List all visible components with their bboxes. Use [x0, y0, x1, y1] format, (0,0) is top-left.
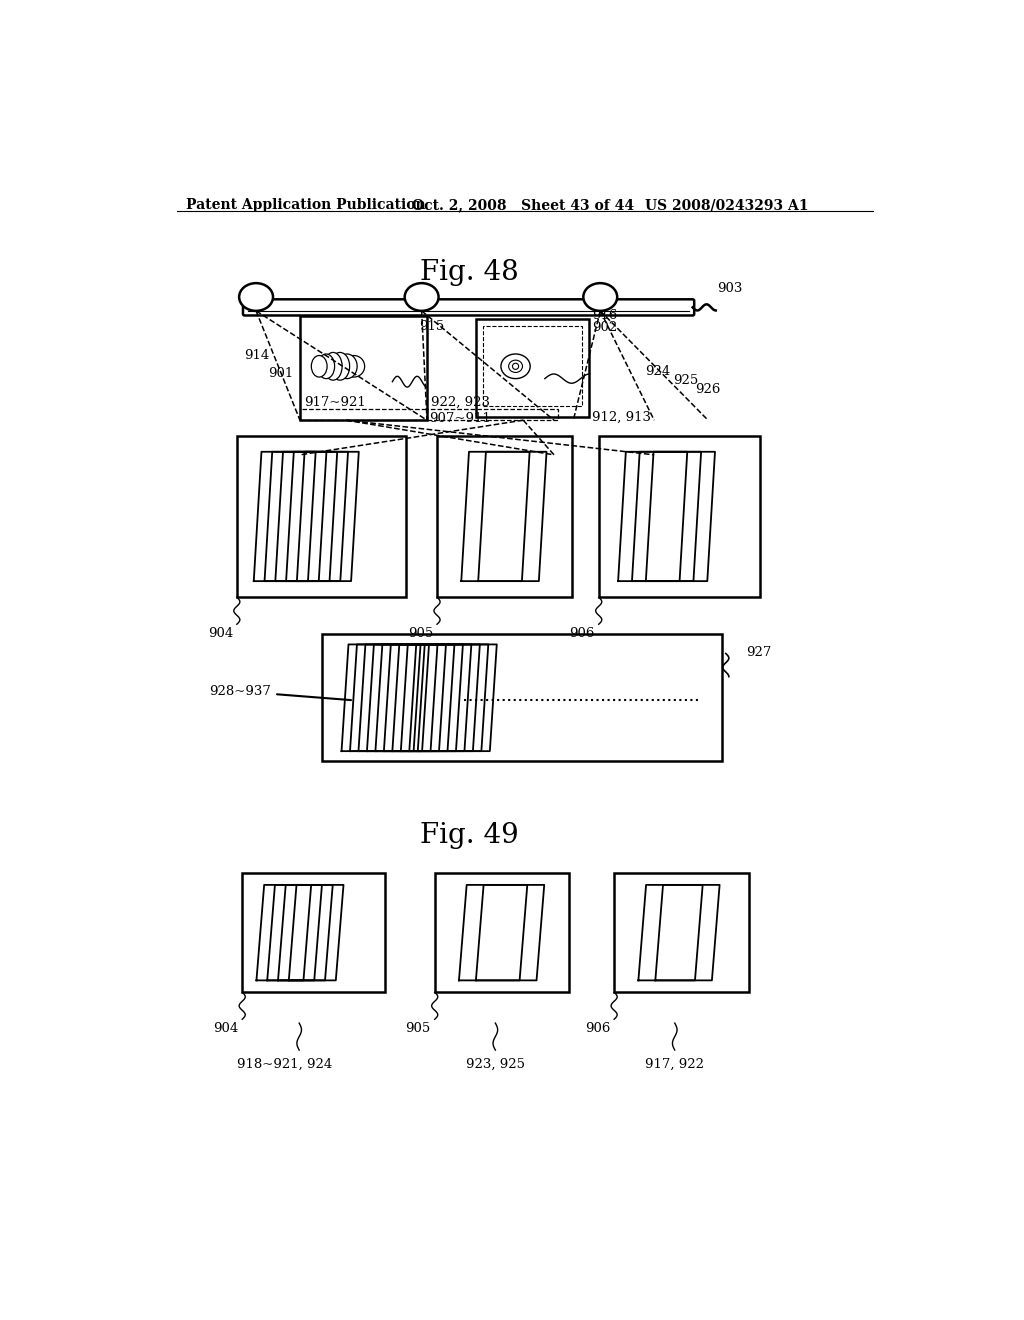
Text: 927: 927: [746, 645, 772, 659]
Ellipse shape: [324, 352, 342, 380]
Text: 901: 901: [268, 367, 294, 380]
Text: 907~911: 907~911: [429, 412, 492, 425]
Bar: [322, 635, 722, 762]
Text: 916: 916: [592, 309, 617, 322]
Text: 903: 903: [717, 281, 742, 294]
Text: 926: 926: [695, 383, 720, 396]
Text: 918~921, 924: 918~921, 924: [238, 1057, 333, 1071]
Text: 912, 913: 912, 913: [592, 411, 651, 424]
Text: 906: 906: [585, 1022, 610, 1035]
Text: 902: 902: [592, 321, 617, 334]
Bar: [483, 326, 582, 405]
Bar: [300, 317, 427, 420]
Bar: [427, 409, 558, 420]
Ellipse shape: [501, 354, 530, 379]
Text: Patent Application Publication: Patent Application Publication: [186, 198, 426, 213]
Text: 925: 925: [674, 374, 698, 387]
Ellipse shape: [509, 360, 522, 372]
Text: Fig. 49: Fig. 49: [420, 822, 519, 849]
Bar: [437, 436, 571, 598]
Bar: [475, 318, 590, 417]
Ellipse shape: [337, 354, 357, 379]
Ellipse shape: [240, 284, 273, 312]
Text: 905: 905: [408, 627, 433, 640]
Ellipse shape: [317, 354, 335, 379]
Ellipse shape: [584, 284, 617, 312]
Bar: [614, 873, 749, 993]
Ellipse shape: [331, 352, 349, 380]
Text: 917~921: 917~921: [304, 396, 366, 409]
Bar: [243, 873, 385, 993]
Text: Oct. 2, 2008   Sheet 43 of 44: Oct. 2, 2008 Sheet 43 of 44: [412, 198, 634, 213]
Ellipse shape: [343, 355, 365, 378]
Circle shape: [512, 363, 518, 370]
Ellipse shape: [404, 284, 438, 312]
Bar: [300, 409, 427, 420]
Text: 924: 924: [645, 364, 670, 378]
Text: 905: 905: [406, 1022, 431, 1035]
Text: 923, 925: 923, 925: [466, 1057, 525, 1071]
Text: 904: 904: [213, 1022, 239, 1035]
Text: 904: 904: [208, 627, 233, 640]
Bar: [435, 873, 569, 993]
Ellipse shape: [311, 355, 327, 378]
FancyBboxPatch shape: [243, 300, 694, 315]
Text: 906: 906: [569, 627, 595, 640]
Text: 917, 922: 917, 922: [645, 1057, 705, 1071]
Text: 928~937: 928~937: [210, 685, 351, 700]
Text: 914: 914: [245, 350, 269, 363]
Bar: [237, 436, 407, 598]
Text: 922, 923: 922, 923: [431, 396, 489, 409]
Text: 915: 915: [419, 321, 444, 333]
Text: US 2008/0243293 A1: US 2008/0243293 A1: [645, 198, 808, 213]
Bar: [599, 436, 761, 598]
Text: Fig. 48: Fig. 48: [420, 259, 519, 285]
